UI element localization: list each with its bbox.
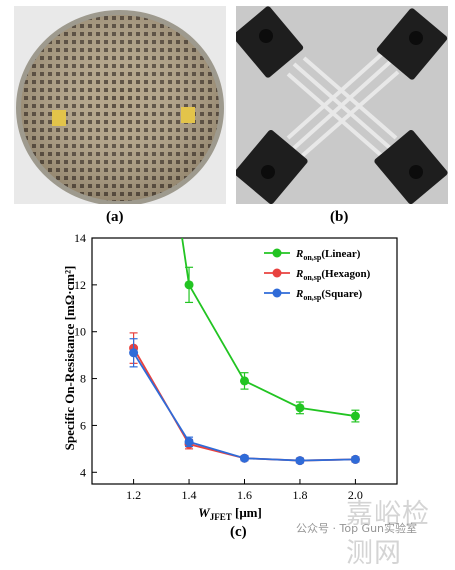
package-photo xyxy=(236,6,448,204)
data-point-2-4 xyxy=(350,454,360,464)
legend-label-1: Ron,sp(Hexagon) xyxy=(295,268,371,282)
x-axis-label: WJFET [μm] xyxy=(198,505,262,522)
x-label-unit: [μm] xyxy=(232,505,262,520)
y-axis-label: Specific On-Resistance [mΩ·cm²] xyxy=(62,266,77,451)
y-tick-label-3: 10 xyxy=(74,325,86,339)
chart-legend: Ron,sp(Linear) Ron,sp(Hexagon) Ron,sp(Squa… xyxy=(264,248,371,302)
legend-marker-1 xyxy=(272,268,282,278)
series-line-0 xyxy=(181,238,356,417)
data-point-2-2 xyxy=(240,453,249,463)
x-label-main: W xyxy=(198,505,211,520)
y-tick-label-0: 4 xyxy=(80,465,86,479)
data-point-0-1 xyxy=(240,376,249,386)
data-point-2-0 xyxy=(129,348,139,358)
panel-b-label: (b) xyxy=(330,209,349,225)
series-line-1 xyxy=(132,347,356,462)
device-bottom-right xyxy=(374,129,448,204)
y-tick-label-2: 8 xyxy=(80,372,86,386)
data-point-2-1 xyxy=(184,437,194,447)
legend-label-0: Ron,sp(Linear) xyxy=(295,248,361,262)
data-point-0-2 xyxy=(295,403,305,413)
device-bottom-left xyxy=(236,129,308,204)
series-2 xyxy=(129,338,360,466)
legend-marker-2 xyxy=(272,288,282,298)
pad-left xyxy=(52,110,66,126)
data-point-2-3 xyxy=(295,456,305,466)
x-tick-label-2: 1.6 xyxy=(237,488,252,502)
data-point-0-0 xyxy=(184,280,194,290)
device-top-right xyxy=(376,8,448,80)
wafer-image xyxy=(14,6,226,204)
y-tick-label-5: 14 xyxy=(74,231,86,245)
x-tick-label-0: 1.2 xyxy=(126,488,141,502)
wafer-photo xyxy=(14,6,226,204)
legend-marker-0 xyxy=(272,248,282,258)
device-top-left xyxy=(236,6,304,78)
panel-c-label: (c) xyxy=(230,524,247,540)
x-tick-label-4: 2.0 xyxy=(348,488,363,502)
pad-right xyxy=(181,107,195,123)
legend-label-2: Ron,sp(Square) xyxy=(295,288,362,302)
series-line-2 xyxy=(132,352,356,462)
watermark-wechat: 公众号 · Top Gun实验室 xyxy=(296,522,418,535)
chart-axes: 1.2 1.4 1.6 1.8 2.0 4 6 8 10 12 14 xyxy=(74,231,398,502)
y-tick-label-4: 12 xyxy=(74,278,86,292)
x-tick-label-1: 1.4 xyxy=(182,488,197,502)
panel-a-label: (a) xyxy=(106,209,124,225)
device-leads xyxy=(286,52,400,158)
x-tick-label-3: 1.8 xyxy=(292,488,307,502)
data-point-0-3 xyxy=(350,411,360,421)
x-label-sub: JFET xyxy=(210,512,232,522)
package-image xyxy=(236,6,448,204)
series-0 xyxy=(181,238,360,423)
y-tick-label-1: 6 xyxy=(80,418,86,432)
series-1 xyxy=(129,332,360,466)
